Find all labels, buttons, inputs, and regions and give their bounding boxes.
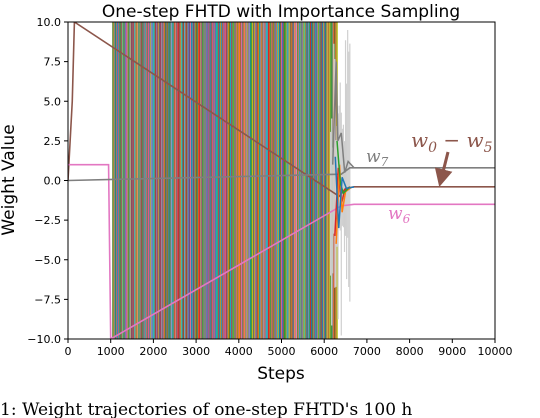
- annotation-w0-base: w: [411, 128, 428, 152]
- transient-line-3: [334, 156, 355, 229]
- y-tick-label: 7.5: [44, 56, 62, 69]
- annotation-w0-w5: w0 − w5: [411, 128, 493, 156]
- x-axis: 0 1000 2000 3000 4000 5000 6000 7000 8000 9000 100…: [65, 339, 513, 358]
- y-axis: −10.0 −7.5 −5.0 −2.5 0.0 2.5 5.0 7.5 10.0: [27, 16, 68, 346]
- y-tick-label: −2.5: [34, 214, 61, 227]
- transient-line-4: [331, 61, 355, 173]
- y-tick-label: −5.0: [34, 254, 61, 267]
- annotation-w7-sub: 7: [381, 155, 389, 169]
- annotation-w5-sub: 5: [484, 140, 493, 156]
- y-tick-label: 10.0: [37, 16, 62, 29]
- x-tick-label: 10000: [478, 345, 513, 358]
- oscillation-band: [112, 22, 351, 339]
- x-tick-label: 7000: [353, 345, 381, 358]
- y-tick-label: 5.0: [44, 95, 62, 108]
- chart: One-step FHTD with Importance Sampling 0…: [0, 2, 513, 384]
- x-tick-label: 6000: [310, 345, 338, 358]
- annotation-w0-sub: 0: [428, 140, 437, 156]
- annotation-w7: w7: [366, 147, 389, 169]
- y-tick-label: −7.5: [34, 293, 61, 306]
- x-tick-label: 0: [65, 345, 72, 358]
- annotation-w5-base: − w: [437, 128, 484, 152]
- x-tick-label: 5000: [268, 345, 296, 358]
- annotation-w6: w6: [388, 204, 411, 226]
- plot-area: [68, 22, 495, 339]
- series-layer: [68, 22, 495, 339]
- figure-caption: 1: Weight trajectories of one-step FHTD'…: [0, 400, 413, 418]
- y-tick-label: 0.0: [44, 175, 62, 188]
- annotation-w6-sub: 6: [403, 212, 411, 226]
- x-tick-label: 1000: [97, 345, 125, 358]
- chart-title: One-step FHTD with Importance Sampling: [102, 2, 460, 22]
- x-tick-label: 8000: [396, 345, 424, 358]
- annotation-arrow: [434, 151, 453, 187]
- y-axis-label: Weight Value: [0, 124, 19, 235]
- transient-line-1: [335, 164, 353, 244]
- y-tick-label: −10.0: [27, 333, 61, 346]
- series-line-0: [68, 22, 495, 198]
- y-tick-label: 2.5: [44, 135, 62, 148]
- x-tick-label: 4000: [225, 345, 253, 358]
- x-axis-label: Steps: [257, 364, 305, 384]
- annotation-w7-base: w: [366, 147, 381, 167]
- annotation-w6-base: w: [388, 204, 403, 224]
- x-tick-label: 2000: [139, 345, 167, 358]
- x-tick-label: 3000: [182, 345, 210, 358]
- x-tick-label: 9000: [438, 345, 466, 358]
